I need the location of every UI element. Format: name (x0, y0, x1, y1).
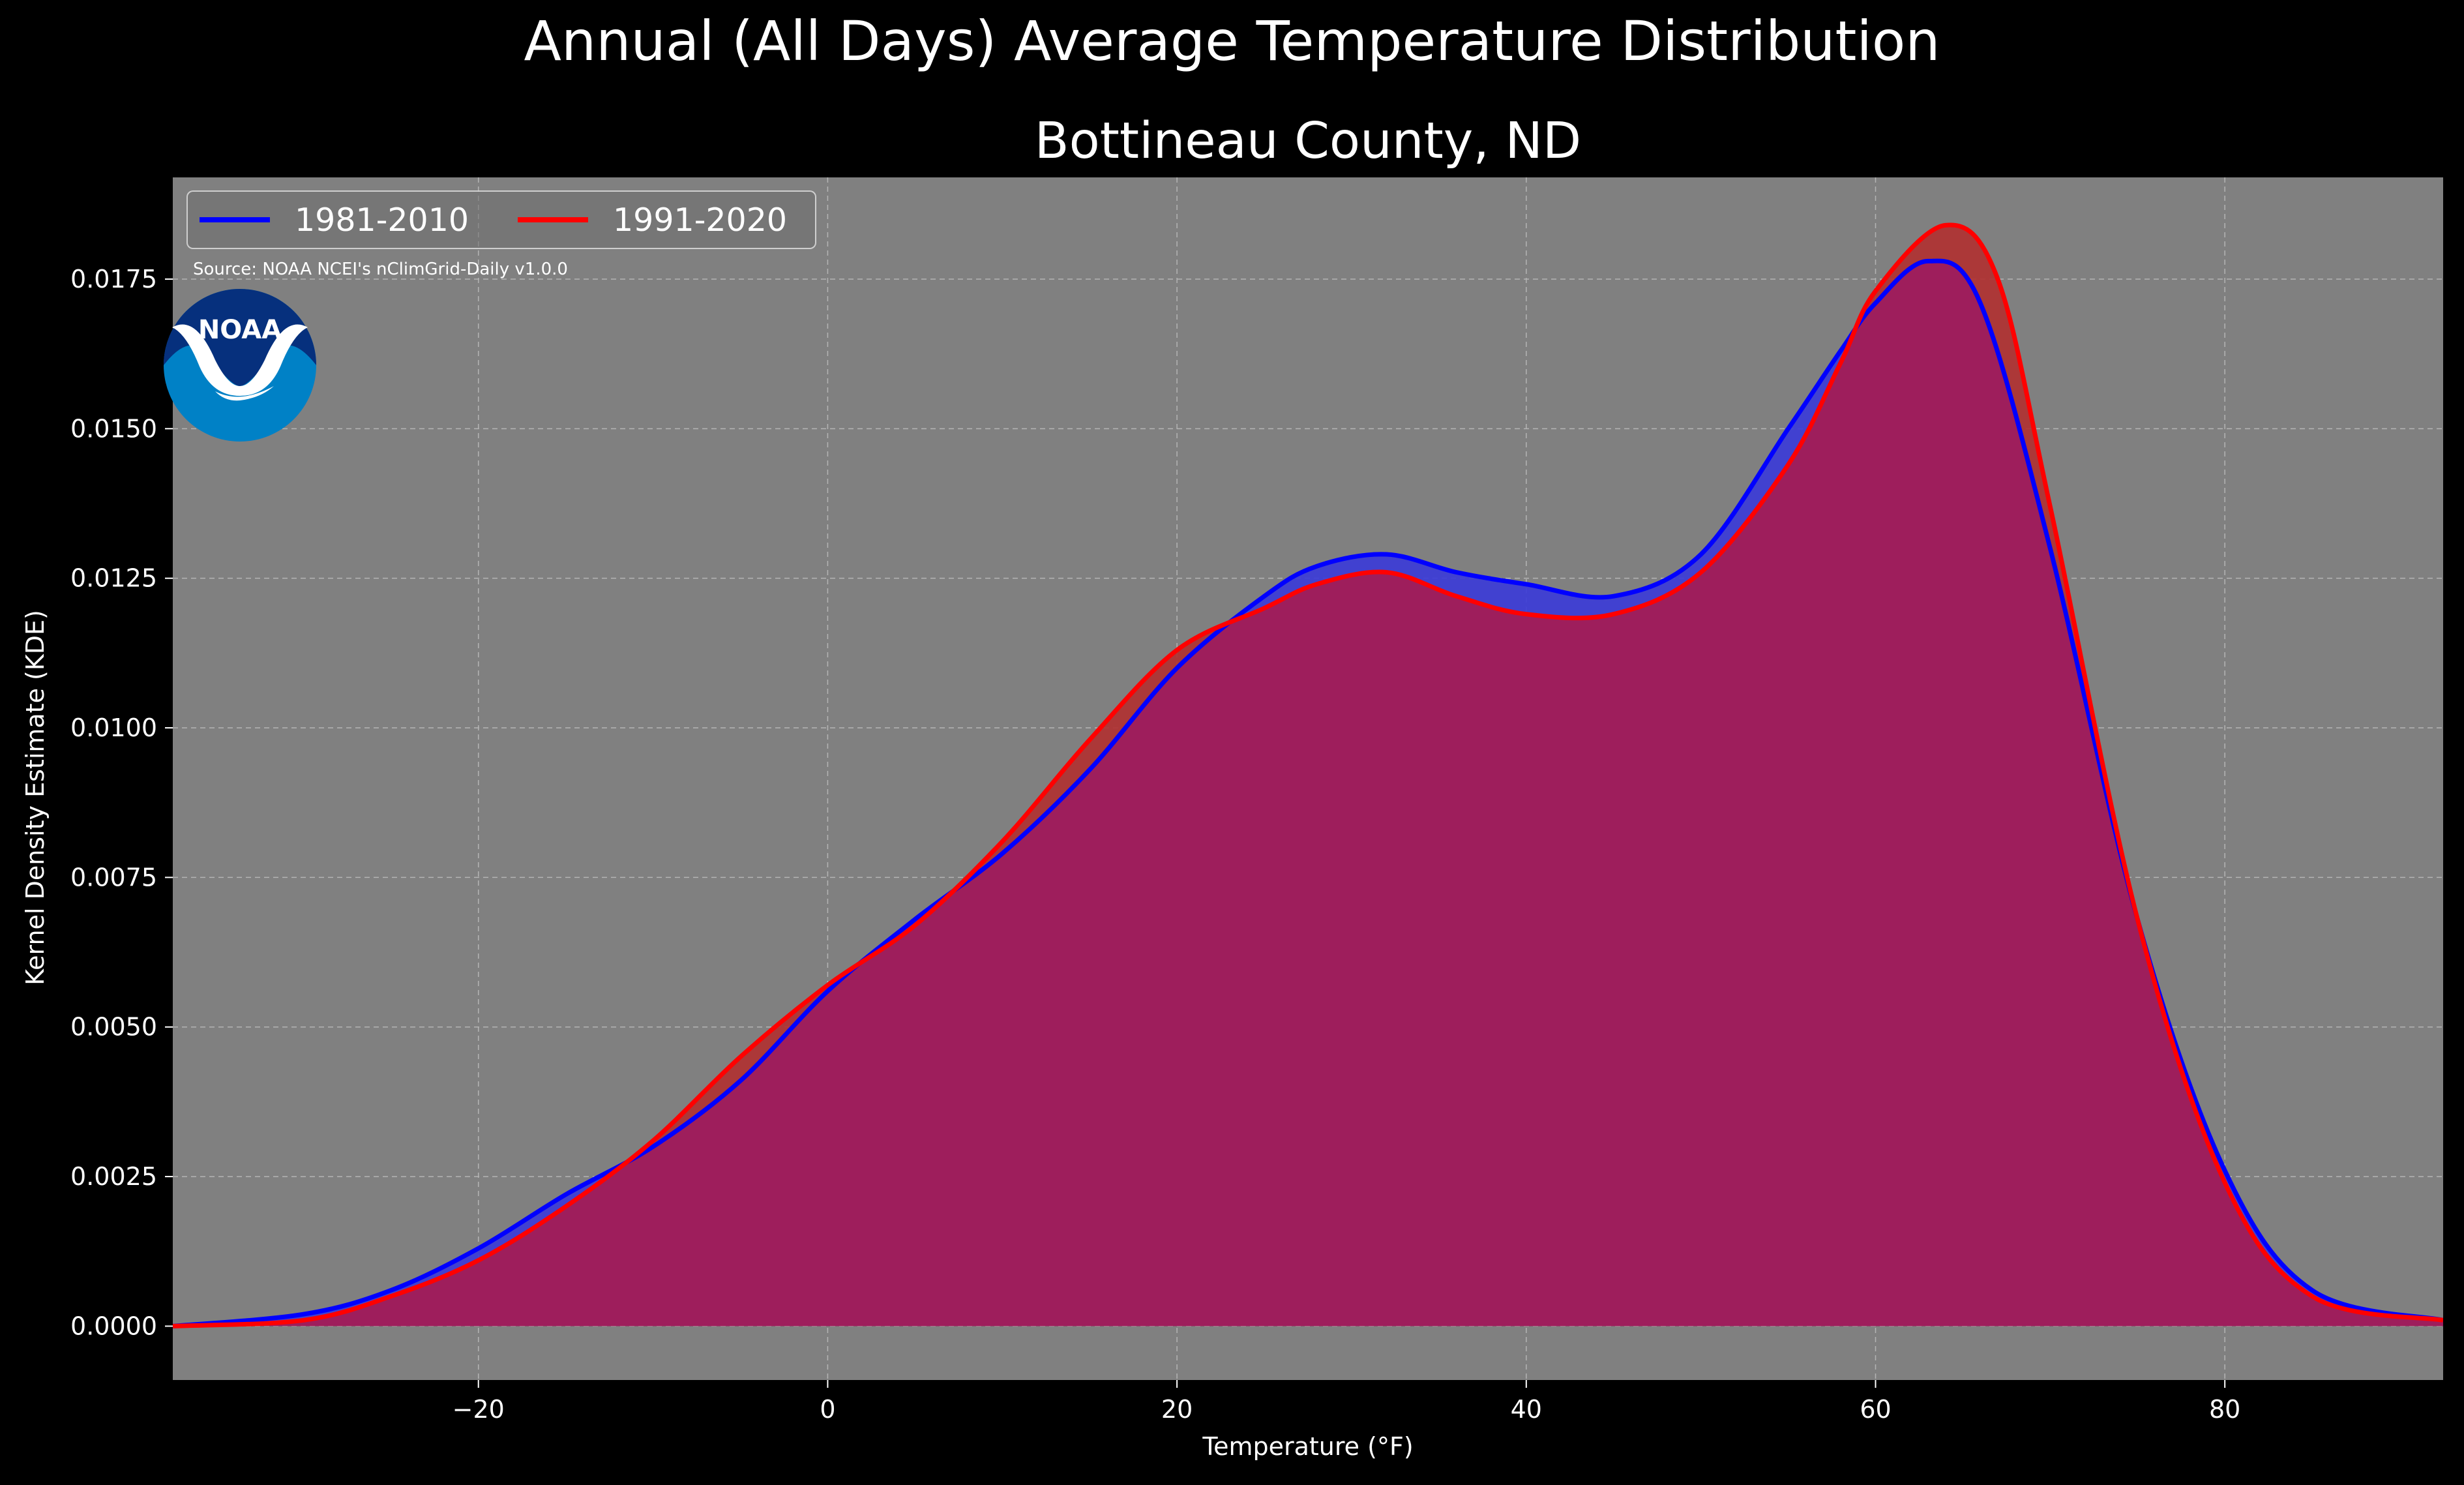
legend-swatch-1981-2010 (200, 217, 270, 222)
x-tick-label: 60 (1860, 1395, 1891, 1424)
y-tick-label: 0.0100 (70, 713, 157, 742)
y-tick-label: 0.0000 (70, 1312, 157, 1340)
line-1981-2010 (173, 258, 2443, 1328)
x-tick-label: 20 (1161, 1395, 1193, 1424)
noaa-logo: NOAA (164, 289, 316, 442)
y-tick-label: 0.0025 (70, 1162, 157, 1191)
svg-text:NOAA: NOAA (198, 315, 282, 345)
x-tick-label: 40 (1511, 1395, 1542, 1424)
legend-label-1981-2010: 1981-2010 (295, 201, 469, 239)
source-note: Source: NOAA NCEI's nClimGrid-Daily v1.0… (193, 260, 568, 279)
y-tick-label: 0.0050 (70, 1013, 157, 1042)
axis-layer: −20 0 20 40 60 80 0.0000 0.0025 0.0050 0.0075 0.01… (70, 265, 2240, 1424)
legend: 1981-2010 1991-2020 (186, 190, 816, 249)
line-1991-2020 (173, 222, 2443, 1328)
series-layer (173, 222, 2443, 1328)
x-axis-label: Temperature (°F) (1202, 1432, 1414, 1461)
y-axis-label: Kernel Density Estimate (KDE) (21, 610, 50, 985)
y-tick-label: 0.0125 (70, 564, 157, 593)
y-tick-label: 0.0175 (70, 265, 157, 293)
legend-label-1991-2020: 1991-2020 (613, 201, 788, 239)
chart-subtitle: Bottineau County, ND (1034, 112, 1582, 170)
overlap-group (173, 261, 2443, 1327)
legend-item-1991-2020: 1991-2020 (518, 192, 787, 248)
area-overlap (173, 261, 2443, 1327)
x-tick-label: −20 (453, 1395, 505, 1424)
y-tick-label: 0.0150 (70, 414, 157, 443)
legend-item-1981-2010: 1981-2010 (200, 192, 469, 248)
x-tick-label: 80 (2209, 1395, 2240, 1424)
x-tick-label: 0 (820, 1395, 835, 1424)
legend-swatch-1991-2020 (518, 217, 588, 222)
chart-title: Annual (All Days) Average Temperature Di… (524, 9, 1940, 73)
y-tick-label: 0.0075 (70, 863, 157, 892)
